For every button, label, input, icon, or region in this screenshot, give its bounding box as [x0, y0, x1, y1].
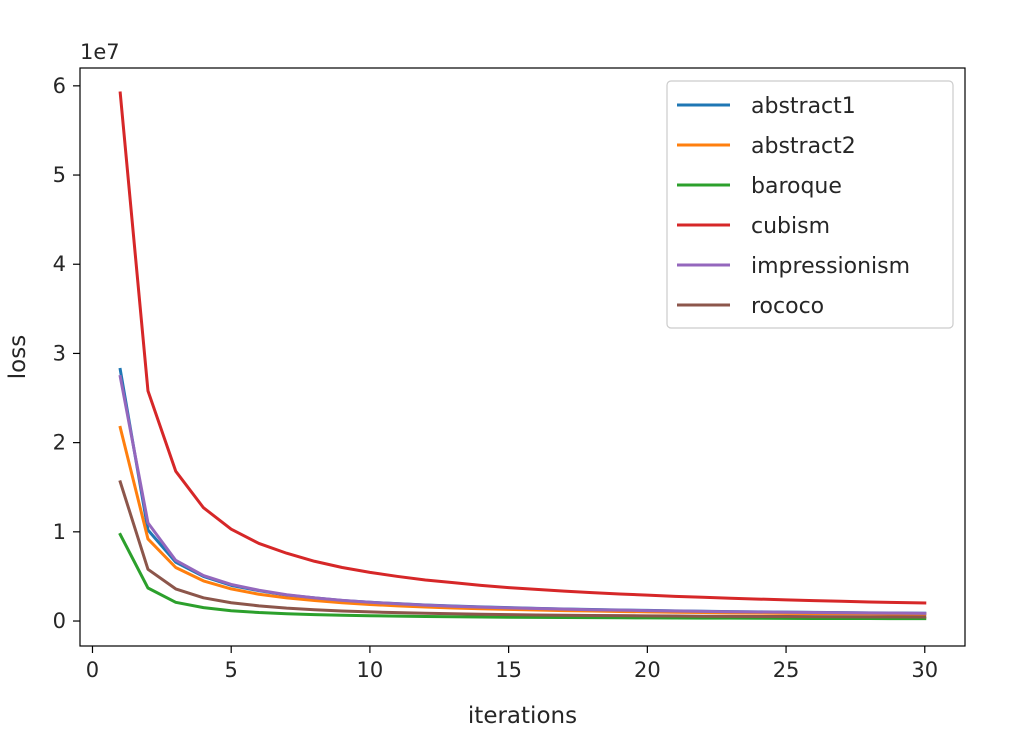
- x-tick-label: 0: [86, 658, 99, 682]
- series-line-baroque: [118, 532, 927, 621]
- legend-label-abstract1: abstract1: [751, 94, 856, 119]
- y-axis-label: loss: [5, 335, 31, 379]
- x-axis: 0 5 10 15 20 25 30: [86, 646, 938, 682]
- plot-frame: [79, 67, 966, 647]
- x-tick-label: 30: [911, 658, 938, 682]
- y-tick-label: 5: [53, 163, 66, 187]
- legend-label-baroque: baroque: [751, 174, 842, 199]
- y-tick-label: 1: [53, 520, 66, 544]
- y-tick-label: 4: [53, 252, 66, 276]
- x-tick-label: 10: [357, 658, 384, 682]
- y-axis: 0 1 2 3 4 5 6: [53, 74, 80, 633]
- y-offset-label: 1e7: [80, 40, 120, 64]
- legend-label-abstract2: abstract2: [751, 134, 856, 159]
- x-tick-label: 20: [634, 658, 661, 682]
- y-tick-label: 0: [53, 609, 66, 633]
- legend-label-cubism: cubism: [751, 214, 830, 239]
- series-line-abstract1: [118, 367, 927, 615]
- series-line-cubism: [118, 91, 927, 605]
- x-tick-label: 15: [495, 658, 522, 682]
- legend-box: [666, 80, 954, 329]
- y-tick-label: 6: [53, 74, 66, 98]
- plot-lines: [118, 91, 927, 621]
- x-tick-label: 5: [225, 658, 238, 682]
- x-tick-label: 25: [773, 658, 800, 682]
- x-axis-label: iterations: [468, 703, 577, 729]
- legend-label-impressionism: impressionism: [751, 254, 910, 279]
- series-line-impressionism: [118, 374, 927, 615]
- legend: abstract1 abstract2 baroque cubism impressio…: [666, 80, 954, 329]
- y-tick-label: 2: [53, 431, 66, 455]
- series-line-rococo: [118, 479, 927, 619]
- y-tick-label: 3: [53, 341, 66, 365]
- legend-label-rococo: rococo: [751, 294, 824, 319]
